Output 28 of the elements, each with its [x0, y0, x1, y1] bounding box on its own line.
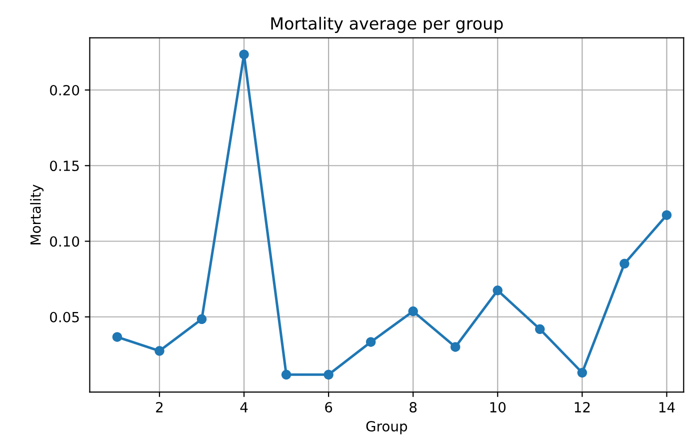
point: [662, 210, 672, 220]
x-tick-label: 4: [240, 402, 248, 412]
x-tick-label: 6: [325, 402, 332, 413]
y-tick-label: 0.10: [50, 236, 80, 247]
chart-title: Mortality average per group: [271, 16, 503, 33]
point: [408, 306, 418, 316]
point: [450, 342, 460, 352]
y-tick-label: 0.05: [50, 312, 79, 322]
y-axis-title: Mortality: [30, 184, 44, 244]
point: [281, 370, 292, 380]
point: [535, 324, 545, 334]
point: [324, 370, 334, 380]
point: [154, 346, 164, 356]
x-tick-label: 14: [659, 402, 675, 412]
x-tick-label: 10: [490, 402, 506, 413]
point: [239, 50, 249, 60]
point: [366, 337, 376, 347]
point: [492, 286, 503, 296]
point: [112, 332, 122, 342]
point: [620, 258, 630, 268]
y-tick-label: 0.15: [50, 160, 79, 172]
y-tick-label: 0.20: [50, 84, 80, 96]
x-tick-label: 12: [574, 402, 590, 412]
point: [196, 314, 207, 324]
x-tick-label: 8: [410, 402, 417, 413]
point: [577, 368, 588, 378]
x-tick-label: 2: [156, 402, 163, 412]
x-axis-title: Group: [366, 421, 408, 434]
